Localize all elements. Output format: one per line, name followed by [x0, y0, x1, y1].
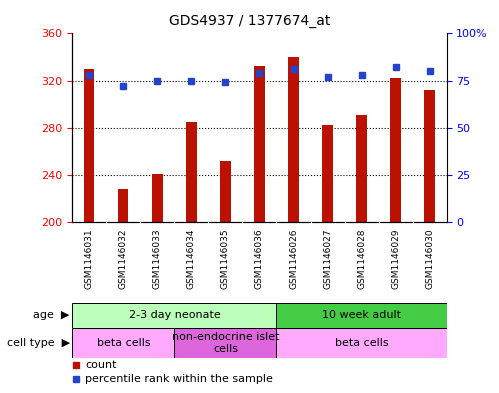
Text: GSM1146034: GSM1146034: [187, 228, 196, 289]
Bar: [118, 189, 128, 222]
Bar: [254, 66, 264, 222]
Bar: [152, 174, 163, 222]
Bar: [221, 161, 231, 222]
Bar: [175, 328, 276, 358]
Text: GSM1146028: GSM1146028: [357, 228, 366, 289]
Text: GSM1146026: GSM1146026: [289, 228, 298, 289]
Text: 10 week adult: 10 week adult: [322, 310, 401, 320]
Text: GSM1146036: GSM1146036: [255, 228, 264, 289]
Text: GSM1146033: GSM1146033: [153, 228, 162, 289]
Text: GSM1146035: GSM1146035: [221, 228, 230, 289]
Text: GSM1146031: GSM1146031: [85, 228, 94, 289]
Text: age  ▶: age ▶: [33, 310, 70, 320]
Bar: [425, 90, 435, 222]
Bar: [186, 122, 197, 222]
Bar: [390, 78, 401, 222]
Text: GSM1146027: GSM1146027: [323, 228, 332, 289]
Text: count: count: [85, 360, 117, 370]
Text: non-endocrine islet
cells: non-endocrine islet cells: [172, 332, 279, 354]
Bar: [322, 125, 333, 222]
Text: GSM1146030: GSM1146030: [425, 228, 434, 289]
Text: GSM1146029: GSM1146029: [391, 228, 400, 289]
Bar: [276, 328, 447, 358]
Bar: [72, 303, 276, 328]
Text: GDS4937 / 1377674_at: GDS4937 / 1377674_at: [169, 14, 330, 28]
Bar: [276, 303, 447, 328]
Text: percentile rank within the sample: percentile rank within the sample: [85, 374, 273, 384]
Bar: [356, 115, 367, 222]
Text: GSM1146032: GSM1146032: [119, 228, 128, 289]
Text: beta cells: beta cells: [97, 338, 150, 348]
Text: beta cells: beta cells: [335, 338, 388, 348]
Text: cell type  ▶: cell type ▶: [6, 338, 70, 348]
Text: 2-3 day neonate: 2-3 day neonate: [129, 310, 220, 320]
Bar: [84, 69, 94, 222]
Bar: [288, 57, 298, 222]
Bar: [72, 328, 175, 358]
